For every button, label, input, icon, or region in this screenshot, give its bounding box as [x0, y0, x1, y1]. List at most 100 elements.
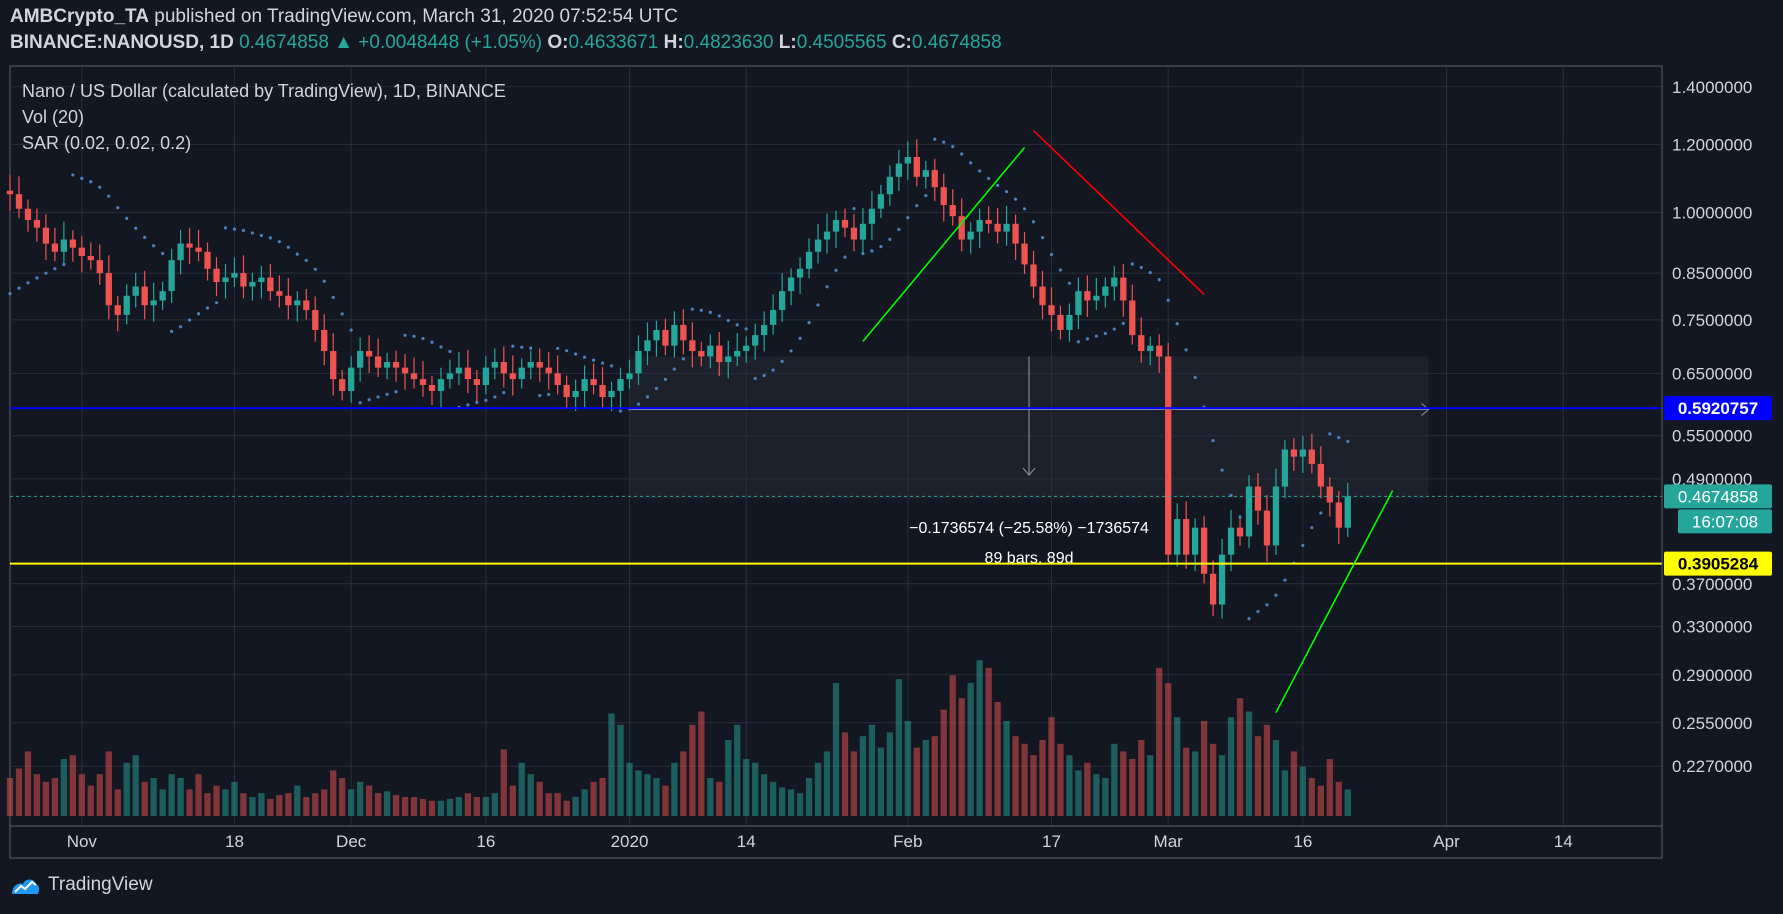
volume-bar: [1209, 743, 1217, 816]
candle-body: [671, 324, 678, 346]
candle-body: [689, 340, 696, 352]
candle-body: [886, 176, 894, 195]
sar-dot: [753, 376, 757, 381]
candle-body: [1084, 291, 1091, 301]
sar-dot: [89, 180, 93, 184]
time-tick-label: 16: [476, 832, 495, 851]
candle-body: [15, 194, 23, 209]
sar-dot: [1265, 603, 1269, 607]
sar-dot: [1049, 252, 1054, 257]
volume-bar: [1012, 736, 1019, 816]
sar-dot: [421, 336, 425, 341]
sar-dot: [574, 352, 578, 356]
volume-bar: [841, 732, 849, 816]
volume-bar: [96, 774, 103, 816]
candle-body: [276, 291, 283, 296]
candle-body: [473, 379, 481, 385]
candle-body: [770, 310, 777, 325]
price-axis[interactable]: 1.4000000 1.2000000 1.0000000 0.8500000 0.75…: [1672, 78, 1752, 776]
volume-bar: [904, 721, 911, 816]
candle-body: [536, 362, 543, 368]
sar-dot: [520, 345, 524, 349]
sar-dot: [53, 267, 57, 271]
candle-body: [482, 367, 489, 385]
volume-bar: [1254, 736, 1262, 816]
volume-bar: [168, 774, 175, 816]
candle-body: [312, 310, 319, 330]
volume-bar: [1308, 778, 1315, 816]
volume-bar: [518, 762, 525, 816]
volume-bar: [258, 793, 265, 816]
sar-dot: [978, 169, 982, 173]
candle-body: [285, 295, 292, 306]
time-tick-label: 16: [1293, 832, 1312, 851]
volume-bar: [527, 774, 534, 816]
sar-dot: [331, 295, 335, 299]
volume-bar: [482, 797, 489, 816]
volume-bar: [428, 800, 436, 816]
volume-bar: [204, 793, 211, 816]
time-axis[interactable]: Nov 18 Dec 16 2020 14 Feb 17 Mar 16 Apr 14: [67, 832, 1573, 851]
sar-dot: [924, 193, 928, 198]
candle-body: [428, 384, 436, 391]
candle-body: [60, 239, 68, 252]
arrow-right-icon: [1421, 403, 1430, 416]
volume-bar: [6, 778, 14, 816]
sar-dot: [1157, 278, 1161, 282]
volume-bar: [770, 781, 777, 816]
candle-body: [545, 367, 552, 374]
candle-body: [51, 243, 59, 252]
candle-body: [509, 373, 516, 380]
price-tick-label: 0.4900000: [1672, 470, 1752, 489]
sar-dot: [98, 185, 102, 189]
volume-bar: [1066, 755, 1073, 816]
sar-dot: [807, 321, 811, 325]
sar-dot: [1031, 220, 1036, 224]
candle-body: [527, 362, 534, 368]
candle-body: [850, 227, 858, 240]
candle-body: [339, 379, 346, 391]
candle-body: [680, 324, 687, 341]
volume-bar: [294, 785, 301, 816]
candle-body: [1048, 305, 1055, 315]
sar-dot: [583, 355, 587, 359]
candle-body: [258, 277, 265, 283]
candle-body: [33, 219, 41, 228]
volume-bar: [787, 789, 795, 816]
candle-body: [1200, 527, 1208, 574]
volume-bar: [698, 711, 705, 816]
sar-dot: [1193, 375, 1197, 380]
volume-bar: [1030, 755, 1037, 816]
volume-bar: [33, 774, 41, 816]
volume-bar: [850, 751, 858, 816]
candlesticks: [6, 139, 1351, 619]
sar-dot: [1013, 197, 1018, 201]
volume-bar: [1290, 751, 1298, 816]
volume-bar: [761, 774, 768, 816]
sar-dot: [825, 285, 829, 289]
candle-body: [294, 300, 301, 306]
volume-bar: [1129, 759, 1136, 816]
sar-dot: [897, 227, 901, 232]
arrow-down-icon: [1022, 467, 1036, 476]
publisher-name[interactable]: AMBCrypto_TA: [10, 6, 149, 27]
candle-body: [868, 208, 876, 224]
volume-bar: [464, 793, 472, 816]
candle-body: [698, 351, 705, 357]
brand-name[interactable]: TradingView: [48, 874, 153, 895]
sar-dot: [1085, 337, 1089, 341]
candle-body: [1254, 486, 1262, 511]
price-tick-label: 0.7500000: [1672, 311, 1752, 330]
volume-bar: [249, 797, 256, 816]
volume-bar: [859, 736, 867, 816]
candle-body: [6, 190, 14, 195]
volume-bar: [913, 747, 920, 816]
volume-bar: [940, 709, 947, 816]
sar-dot: [1274, 593, 1278, 597]
volume-bar: [186, 789, 193, 816]
volume-bar: [653, 778, 660, 816]
published-text: published on TradingView.com, March 31, …: [154, 6, 678, 27]
volume-bar: [87, 785, 94, 816]
volume-bar: [1317, 785, 1324, 816]
